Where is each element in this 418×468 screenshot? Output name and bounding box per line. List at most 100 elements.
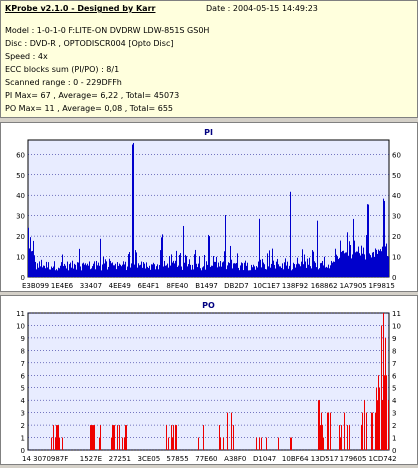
bar: [175, 260, 176, 277]
x-tick-label: A38F0: [224, 455, 246, 463]
bar: [283, 269, 284, 277]
bar: [182, 269, 183, 277]
bar: [318, 269, 319, 277]
bar: [112, 425, 113, 450]
bar: [151, 264, 152, 277]
bar: [220, 261, 221, 277]
y-tick-label-left: 10: [16, 322, 25, 330]
pi-chart-panel: PI 0 0 10 10 20 20 30 30 40 40 50 50 60 60 E3B099 1E4E6 3…: [0, 122, 418, 292]
bar: [183, 225, 184, 277]
x-tick-label: 1527E: [80, 455, 102, 463]
bar: [172, 437, 173, 450]
bar: [319, 268, 320, 277]
bar: [349, 425, 350, 450]
bar: [242, 263, 243, 277]
bar: [379, 387, 380, 450]
x-tick-label: 27251: [109, 455, 131, 463]
bar: [221, 266, 222, 277]
x-tick-label: E3B099: [22, 282, 49, 290]
bar: [125, 261, 126, 277]
bar: [208, 234, 209, 277]
bar: [108, 266, 109, 277]
bar: [281, 267, 282, 277]
bar: [69, 264, 70, 277]
bar: [96, 260, 97, 277]
bar: [42, 267, 43, 277]
bar: [58, 267, 59, 277]
bar: [97, 265, 98, 277]
bar: [114, 265, 115, 277]
bar: [367, 204, 368, 277]
bar: [360, 255, 361, 277]
bar: [218, 262, 219, 277]
bar: [341, 425, 342, 450]
bar: [32, 250, 33, 277]
bar: [382, 246, 383, 277]
bar: [98, 262, 99, 277]
bar: [185, 254, 186, 277]
bar: [174, 263, 175, 277]
bar: [53, 266, 54, 277]
bar: [311, 268, 312, 277]
bar: [295, 267, 296, 277]
y-tick-label-left: 7: [21, 360, 25, 368]
y-tick-label-right: 6: [392, 372, 397, 380]
bar: [86, 265, 87, 277]
bar: [332, 262, 333, 277]
bar: [155, 269, 156, 277]
bar: [297, 257, 298, 277]
range-info: Scanned range : 0 - 229DFFh: [5, 78, 122, 87]
bar: [243, 270, 244, 277]
bar: [268, 266, 269, 277]
x-tick-label: D1047: [253, 455, 276, 463]
bar: [355, 252, 356, 277]
x-tick-label: 77E60: [195, 455, 217, 463]
bar: [59, 437, 60, 450]
bar: [341, 251, 342, 277]
y-tick-label-right: 8: [392, 347, 396, 355]
bar: [210, 266, 211, 277]
bar: [196, 263, 197, 277]
x-tick-label: 10C1E7: [253, 282, 280, 290]
bar: [166, 425, 167, 450]
bar: [264, 264, 265, 277]
bar: [379, 250, 380, 277]
bar: [212, 265, 213, 277]
bar: [41, 259, 42, 277]
bar: [59, 268, 60, 277]
bar: [199, 256, 200, 277]
bar: [296, 264, 297, 277]
bar: [234, 263, 235, 277]
bar: [85, 263, 86, 277]
bar: [140, 264, 141, 277]
x-tick-label: 1CD742: [369, 455, 397, 463]
bar: [384, 375, 385, 450]
drive-model: Model : 1-0-1-0 F:LITE-ON DVDRW LDW-851S…: [5, 26, 210, 35]
bar: [133, 142, 134, 277]
bar: [188, 264, 189, 277]
bar: [291, 437, 292, 450]
bar: [99, 437, 100, 450]
bar: [173, 260, 174, 277]
y-tick-label-right: 11: [392, 310, 401, 318]
bar: [344, 253, 345, 277]
bar: [66, 268, 67, 277]
y-tick-label-right: 60: [392, 151, 401, 159]
bar: [275, 268, 276, 277]
pi-stats: PI Max= 67 , Average= 6,22 , Total= 4507…: [5, 91, 180, 100]
bar: [80, 266, 81, 277]
bar: [324, 256, 325, 277]
bar: [147, 266, 148, 277]
bar: [178, 265, 179, 277]
bar: [110, 260, 111, 277]
bar: [146, 262, 147, 277]
bar: [371, 412, 372, 450]
disc-info: Disc : DVD-R , OPTODISCR004 [Opto Disc]: [5, 39, 174, 48]
bar: [231, 412, 232, 450]
bar: [220, 437, 221, 450]
bar: [89, 261, 90, 277]
bar: [125, 425, 126, 450]
bar: [186, 256, 187, 277]
bar: [166, 265, 167, 277]
bar: [106, 261, 107, 277]
